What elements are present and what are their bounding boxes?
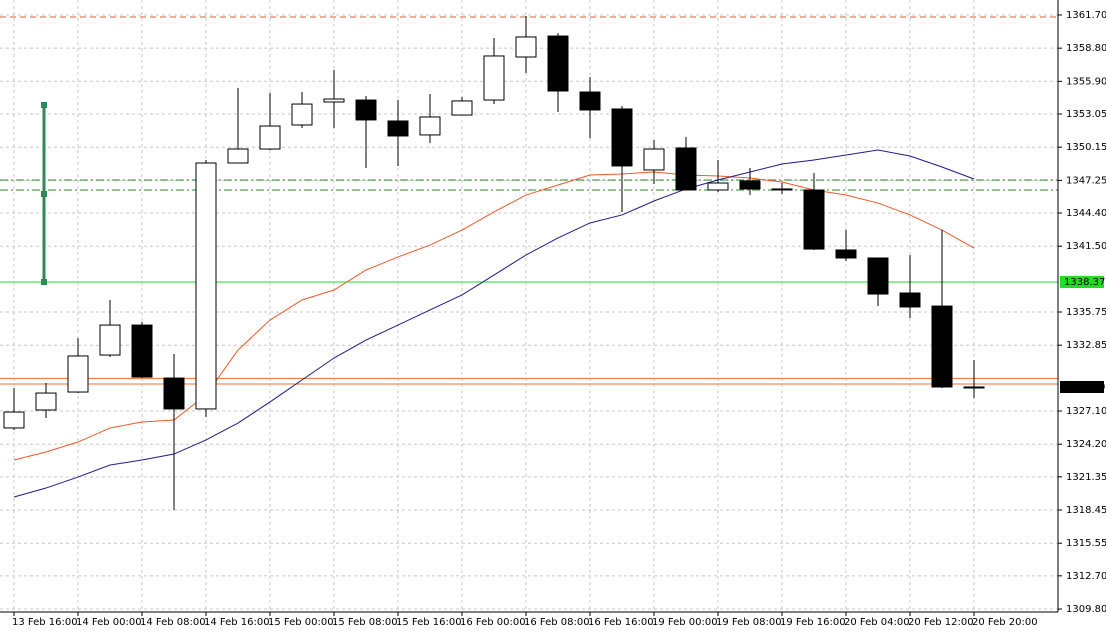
x-tick-label: 16 Feb 00:00 <box>460 617 526 628</box>
indicator-bar <box>41 102 47 285</box>
price-label-box <box>1060 276 1104 289</box>
grid <box>0 0 1058 612</box>
candle-body <box>323 98 345 103</box>
y-tick-label: 1309.80 <box>1066 604 1106 615</box>
candle-body <box>355 99 377 121</box>
axis-labels: 1361.70 1358.80 1355.90 1353.05 1350.15 1347.… <box>12 10 1106 628</box>
candle-body <box>707 182 729 191</box>
candle-body <box>803 189 825 250</box>
candle-body <box>963 386 985 389</box>
candle-body <box>579 91 601 111</box>
x-tick-label: 13 Feb 16:00 <box>12 617 78 628</box>
x-tick-label: 15 Feb 00:00 <box>268 617 334 628</box>
indicator-mid <box>41 191 47 197</box>
y-tick-label: 1353.05 <box>1066 109 1106 120</box>
y-tick-label: 1332.85 <box>1066 340 1106 351</box>
y-tick-label: 1350.15 <box>1066 142 1106 153</box>
candle-body <box>899 292 921 308</box>
candle-body <box>451 100 473 116</box>
y-tick-label: 1361.70 <box>1066 10 1106 21</box>
y-tick-label: 1355.90 <box>1066 76 1106 87</box>
x-tick-label: 14 Feb 16:00 <box>204 617 270 628</box>
candle-body <box>835 249 857 259</box>
x-tick-label: 20 Feb 20:00 <box>972 617 1038 628</box>
x-tick-label: 19 Feb 00:00 <box>652 617 718 628</box>
candle-body <box>35 392 57 411</box>
candle-body <box>419 116 441 136</box>
x-tick-label: 14 Feb 00:00 <box>76 617 142 628</box>
y-tick-label: 1321.35 <box>1066 472 1106 483</box>
y-tick-label: 1324.20 <box>1066 439 1106 450</box>
y-tick-label: 1327.10 <box>1066 406 1106 417</box>
x-tick-label: 16 Feb 16:00 <box>588 617 654 628</box>
price-label-box <box>1060 380 1104 393</box>
x-tick-label: 15 Feb 16:00 <box>396 617 462 628</box>
candle-body <box>227 148 249 164</box>
x-tick-label: 19 Feb 16:00 <box>780 617 846 628</box>
candle-body <box>67 355 89 393</box>
candle-body <box>931 305 953 388</box>
candle-body <box>259 125 281 150</box>
y-tick-label: 1358.80 <box>1066 43 1106 54</box>
price-label: 1338.37 <box>1064 277 1105 288</box>
x-tick-label: 19 Feb 08:00 <box>716 617 782 628</box>
y-tick-label: 1341.50 <box>1066 241 1106 252</box>
x-tick-label: 14 Feb 08:00 <box>140 617 206 628</box>
candle-body <box>131 324 153 378</box>
plot <box>0 16 1058 511</box>
y-tick-label: 1315.55 <box>1066 538 1106 549</box>
candle-body <box>291 103 313 126</box>
x-tick-label: 15 Feb 08:00 <box>332 617 398 628</box>
candle-body <box>739 180 761 190</box>
candle-body <box>771 188 793 191</box>
candle-body <box>163 377 185 410</box>
x-tick-label: 16 Feb 08:00 <box>524 617 590 628</box>
candle-body <box>547 35 569 92</box>
candle-body <box>611 108 633 167</box>
candle-body <box>643 148 665 171</box>
price-label: 1329.20 <box>1064 382 1105 393</box>
x-tick-label: 20 Feb 12:00 <box>908 617 974 628</box>
x-tick-label: 20 Feb 04:00 <box>844 617 910 628</box>
candle-body <box>867 257 889 295</box>
y-tick-label: 1318.45 <box>1066 505 1106 516</box>
y-tick-label: 1347.25 <box>1066 175 1106 186</box>
y-tick-label: 1344.40 <box>1066 208 1106 219</box>
y-tick-label: 1335.75 <box>1066 307 1106 318</box>
candle-body <box>3 411 25 429</box>
y-tick-label: 1312.70 <box>1066 571 1106 582</box>
candle-body <box>99 324 121 356</box>
candle-body <box>515 36 537 58</box>
indicator-end <box>41 102 47 108</box>
candle-body <box>195 162 217 410</box>
indicator-end <box>41 279 47 285</box>
candle-body <box>483 55 505 101</box>
candle-body <box>387 120 409 137</box>
candle-body <box>675 147 697 191</box>
